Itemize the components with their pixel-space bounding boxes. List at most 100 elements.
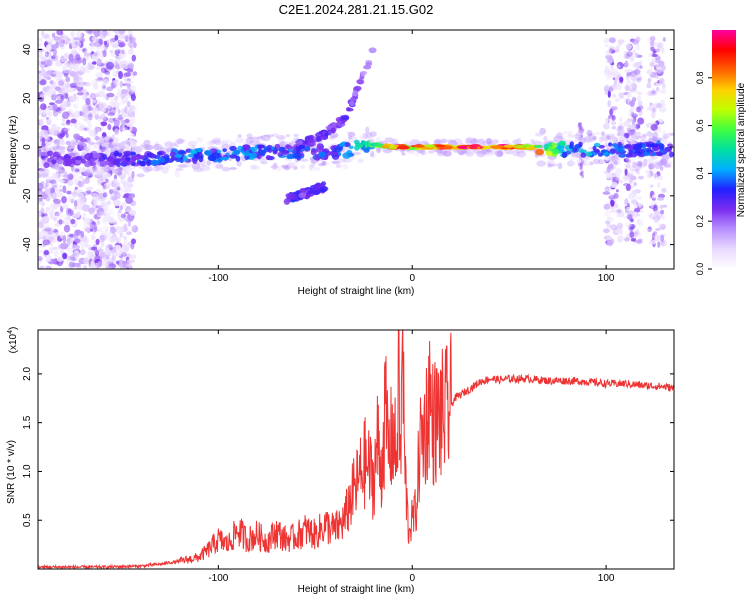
heatmap-cell — [48, 86, 54, 95]
heatmap-cell — [330, 127, 336, 134]
heatmap-cell — [91, 36, 96, 42]
heatmap-cell — [93, 56, 99, 62]
heatmap-cell — [61, 204, 69, 210]
heatmap-cell — [114, 168, 119, 174]
heatmap-cell — [229, 167, 237, 170]
heatmap-cell — [49, 242, 53, 247]
heatmap-cell — [92, 99, 97, 104]
heatmap-cell — [109, 49, 113, 54]
heatmap-cell — [52, 110, 59, 117]
heatmap-cell — [130, 242, 135, 250]
heatmap-cell — [211, 161, 220, 166]
heatmap-cell — [157, 151, 163, 156]
heatmap-cell — [633, 181, 637, 187]
heatmap-cell — [593, 148, 600, 153]
heatmap-cell — [123, 188, 129, 193]
heatmap-cell — [657, 152, 664, 157]
heatmap-cell — [108, 231, 113, 238]
heatmap-cell — [131, 54, 136, 62]
heatmap-cell — [446, 151, 452, 155]
heatmap-cell — [88, 92, 96, 100]
heatmap-cell — [339, 142, 346, 147]
heatmap-cell — [611, 133, 616, 140]
heatmap-cell — [91, 196, 99, 205]
heatmap-cell — [201, 163, 206, 167]
heatmap-cell — [637, 54, 643, 58]
heatmap-cell — [118, 226, 125, 233]
heatmap-cell — [605, 235, 612, 241]
heatmap-cell — [331, 160, 341, 165]
heatmap-cell — [632, 232, 638, 238]
heatmap-cell — [631, 134, 637, 140]
heatmap-cell — [659, 223, 666, 230]
heatmap-cell — [300, 164, 306, 169]
heatmap-cell — [608, 135, 616, 143]
heatmap-cell — [130, 116, 137, 120]
spectrogram-y-tick-label: 40 — [22, 44, 33, 56]
heatmap-cell — [614, 98, 620, 102]
heatmap-cell — [78, 76, 83, 81]
heatmap-cell — [120, 176, 124, 185]
heatmap-cell — [658, 143, 664, 150]
heatmap-cell — [56, 30, 63, 36]
heatmap-cell — [38, 197, 43, 202]
heatmap-cell — [461, 149, 468, 154]
heatmap-cell — [128, 107, 134, 114]
heatmap-cell — [652, 194, 657, 199]
heatmap-cell — [631, 113, 638, 118]
heatmap-cell — [52, 80, 59, 85]
heatmap-cell — [362, 132, 368, 140]
heatmap-cell — [373, 142, 383, 147]
heatmap-cell — [657, 126, 662, 133]
heatmap-cell — [70, 118, 77, 124]
snr-y-tick-label: 1.0 — [22, 464, 33, 478]
heatmap-cell — [79, 125, 85, 132]
heatmap-cell — [576, 159, 584, 163]
heatmap-cell — [660, 234, 665, 243]
heatmap-cell — [359, 76, 365, 80]
heatmap-cell — [78, 142, 86, 146]
heatmap-cell — [469, 138, 477, 145]
heatmap-cell — [472, 150, 483, 154]
heatmap-cell — [113, 199, 121, 207]
heatmap-cell — [543, 135, 548, 142]
heatmap-cell — [557, 162, 563, 170]
heatmap-cell — [96, 166, 100, 174]
heatmap-cell — [133, 41, 137, 49]
heatmap-cell — [627, 214, 633, 221]
heatmap-cell — [636, 106, 642, 113]
heatmap-cell — [651, 53, 658, 58]
heatmap-cell — [54, 164, 63, 170]
heatmap-cell — [512, 139, 519, 145]
heatmap-cell — [285, 134, 291, 138]
heatmap-cell — [143, 139, 151, 146]
snr-y-ticks: 0.5 1.0 1.5 2.0 — [22, 367, 674, 527]
heatmap-cell — [628, 158, 636, 165]
heatmap-cell — [271, 133, 279, 137]
heatmap-cell — [157, 157, 167, 163]
heatmap-cell — [630, 238, 637, 242]
heatmap-cell — [626, 79, 631, 83]
heatmap-cell — [87, 173, 93, 178]
heatmap-cell — [113, 119, 120, 128]
spectrogram-y-tick-label: -40 — [22, 237, 33, 252]
heatmap-cell — [71, 39, 75, 48]
heatmap-cell — [118, 173, 127, 179]
heatmap-cell — [131, 147, 138, 153]
heatmap-cell — [654, 42, 658, 48]
heatmap-cell — [191, 162, 201, 170]
heatmap-cell — [632, 161, 637, 169]
heatmap-cell — [660, 136, 668, 142]
heatmap-cell — [260, 134, 271, 142]
heatmap-cell — [105, 182, 110, 186]
heatmap-cell — [627, 137, 635, 141]
heatmap-cell — [127, 49, 134, 55]
heatmap-cell — [197, 147, 203, 153]
heatmap-cell — [634, 132, 642, 139]
heatmap-cell — [92, 61, 97, 65]
heatmap-cell — [62, 235, 67, 243]
heatmap-cell — [72, 141, 82, 146]
heatmap-cell — [119, 48, 125, 54]
heatmap-cell — [626, 51, 633, 57]
heatmap-cell — [221, 166, 231, 172]
